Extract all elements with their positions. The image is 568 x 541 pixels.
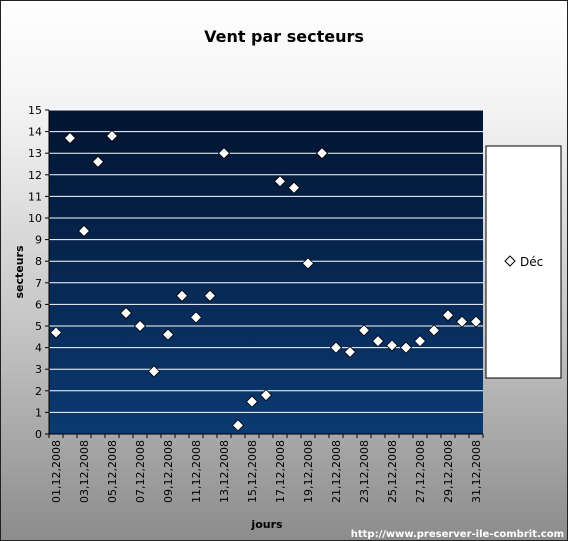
- data-point: [203, 289, 217, 302]
- data-point: [287, 181, 301, 194]
- x-tick-label: 13,12,2008: [218, 440, 231, 503]
- y-tick-label: 11: [28, 190, 42, 203]
- x-tick-label: 15,12,2008: [246, 440, 259, 503]
- y-tick-label: 9: [35, 234, 42, 247]
- chart-title: Vent par secteurs: [204, 27, 364, 46]
- y-tick-label: 14: [28, 126, 42, 139]
- legend-label: Déc: [520, 255, 543, 269]
- x-tick-label: 25,12,2008: [386, 440, 399, 503]
- data-point: [77, 224, 91, 238]
- data-point: [105, 129, 119, 142]
- y-tick-label: 6: [35, 298, 42, 311]
- legend-marker-icon: [504, 255, 516, 267]
- x-tick-label: 17,12,2008: [274, 440, 287, 503]
- y-tick-label: 12: [28, 169, 42, 182]
- x-tick-label: 31,12,2008: [470, 440, 483, 503]
- y-tick-label: 7: [35, 277, 42, 290]
- y-tick-label: 13: [28, 147, 42, 160]
- data-point: [315, 147, 329, 160]
- y-tick-label: 5: [35, 320, 42, 333]
- x-axis-label: jours: [250, 518, 283, 531]
- data-point: [469, 315, 483, 328]
- y-tick-label: 4: [35, 342, 42, 355]
- data-point: [217, 147, 231, 160]
- data-point: [301, 257, 315, 270]
- y-tick-label: 1: [35, 406, 42, 419]
- y-tick-label: 2: [35, 385, 42, 398]
- data-point: [427, 324, 441, 337]
- x-tick-label: 29,12,2008: [442, 440, 455, 503]
- y-tick-label: 15: [28, 104, 42, 117]
- x-tick-label: 11,12,2008: [190, 440, 203, 503]
- data-point: [91, 155, 105, 168]
- data-point: [175, 289, 189, 302]
- data-point: [399, 341, 413, 354]
- plot-area: [49, 110, 483, 434]
- x-tick-label: 21,12,2008: [330, 440, 343, 503]
- data-point: [357, 324, 371, 337]
- y-tick-label: 10: [28, 212, 42, 225]
- data-point: [63, 132, 77, 145]
- y-axis-label: secteurs: [13, 245, 26, 299]
- footer-url: http://www.preserver-ile-combrit.com: [351, 529, 564, 540]
- data-point: [133, 319, 147, 333]
- x-tick-label: 05,12,2008: [106, 440, 119, 503]
- y-tick-label: 0: [35, 428, 42, 441]
- data-point: [329, 341, 343, 354]
- data-point: [245, 395, 259, 408]
- legend: Déc: [485, 145, 562, 379]
- data-point: [49, 326, 63, 339]
- data-point: [231, 419, 245, 432]
- data-point: [413, 335, 427, 348]
- data-point: [119, 306, 133, 320]
- data-point: [343, 345, 357, 358]
- x-tick-label: 03,12,2008: [78, 440, 91, 503]
- x-tick-label: 01,12,2008: [50, 440, 63, 503]
- data-point: [455, 315, 469, 328]
- data-point: [441, 309, 455, 322]
- data-point: [161, 328, 175, 341]
- x-axis-ticks: 01,12,2008 03,12,2008 05,12,2008 07,12,2008…: [48, 434, 484, 503]
- x-tick-label: 27,12,2008: [414, 440, 427, 503]
- legend-box: [485, 145, 562, 379]
- data-point: [371, 335, 385, 348]
- x-tick-label: 23,12,2008: [358, 440, 371, 503]
- data-point: [385, 339, 399, 352]
- y-tick-label: 8: [35, 255, 42, 268]
- y-tick-label: 3: [35, 363, 42, 376]
- data-points: [49, 129, 483, 432]
- data-point: [273, 175, 287, 188]
- data-point: [147, 365, 161, 378]
- x-tick-label: 09,12,2008: [162, 440, 175, 503]
- data-point: [189, 311, 203, 324]
- x-tick-label: 19,12,2008: [302, 440, 315, 503]
- grid-lines: [49, 109, 483, 413]
- x-tick-label: 07,12,2008: [134, 440, 147, 503]
- data-point: [259, 389, 273, 402]
